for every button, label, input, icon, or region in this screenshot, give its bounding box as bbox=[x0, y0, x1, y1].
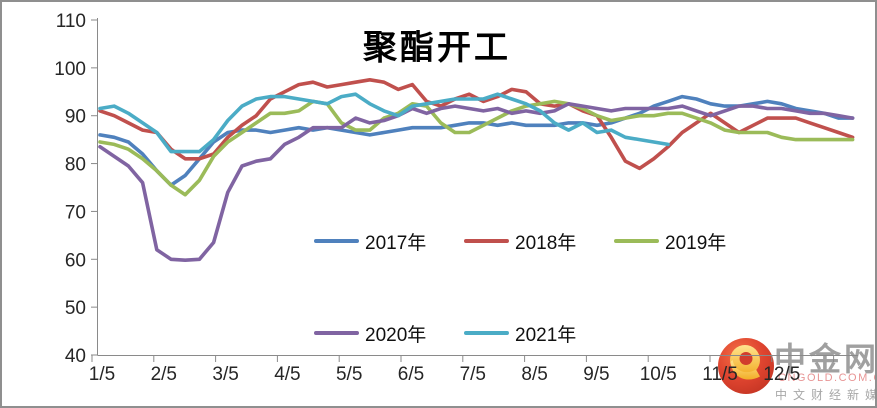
legend-item-2017年: 2017年 bbox=[314, 230, 427, 254]
x-tick-label: 3/5 bbox=[212, 364, 238, 385]
legend-label: 2020年 bbox=[365, 324, 427, 346]
y-tick-label: 110 bbox=[56, 11, 86, 32]
y-tick-label: 90 bbox=[65, 107, 86, 128]
y-tick-label: 100 bbox=[54, 59, 86, 80]
x-tick-label: 5/5 bbox=[336, 364, 362, 385]
legend-item-2019年: 2019年 bbox=[614, 230, 727, 254]
legend-item-2018年: 2018年 bbox=[464, 230, 577, 254]
cngold-logo-icon bbox=[718, 338, 774, 394]
legend-label: 2017年 bbox=[365, 232, 427, 254]
x-tick-label: 11/5 bbox=[702, 364, 738, 385]
x-tick-label: 2/5 bbox=[151, 364, 177, 385]
x-tick-label: 12/5 bbox=[763, 364, 800, 385]
brand-domain: CNGOLD.COM.CN bbox=[778, 372, 875, 384]
legend-swatch bbox=[464, 331, 509, 335]
series-line-2021年 bbox=[98, 92, 670, 154]
brand-tagline: 中文财经新媒体 bbox=[775, 388, 875, 402]
y-tick-label: 50 bbox=[65, 298, 86, 319]
legend-label: 2019年 bbox=[665, 232, 727, 254]
legend-swatch bbox=[314, 239, 359, 243]
legend-label: 2018年 bbox=[515, 232, 577, 254]
x-tick-label: 1/5 bbox=[89, 364, 115, 385]
y-tick-label: 60 bbox=[65, 250, 86, 271]
y-tick-label: 40 bbox=[65, 346, 86, 367]
legend-item-2021年: 2021年 bbox=[464, 322, 577, 346]
legend-swatch bbox=[314, 331, 359, 335]
series-line-2019年 bbox=[98, 99, 855, 197]
legend-swatch bbox=[614, 239, 659, 243]
legend-label: 2021年 bbox=[515, 324, 577, 346]
brand-name: 中金网 bbox=[774, 341, 877, 377]
x-tick-label: 8/5 bbox=[521, 364, 547, 385]
series-line-2017年 bbox=[98, 94, 855, 187]
watermark-logo: 中金网 CNGOLD.COM.CN 中文财经新媒体 bbox=[716, 334, 877, 406]
x-tick-label: 9/5 bbox=[583, 364, 609, 385]
x-tick-label: 4/5 bbox=[274, 364, 300, 385]
x-tick-label: 6/5 bbox=[398, 364, 424, 385]
series-line-2020年 bbox=[98, 102, 855, 263]
y-tick-label: 80 bbox=[65, 155, 86, 176]
x-tick-label: 10/5 bbox=[640, 364, 677, 385]
legend-item-2020年: 2020年 bbox=[314, 322, 427, 346]
x-tick-label: 7/5 bbox=[460, 364, 486, 385]
y-tick-label: 70 bbox=[65, 202, 86, 223]
legend-swatch bbox=[464, 239, 509, 243]
chart-title: 聚酯开工 bbox=[363, 30, 511, 67]
